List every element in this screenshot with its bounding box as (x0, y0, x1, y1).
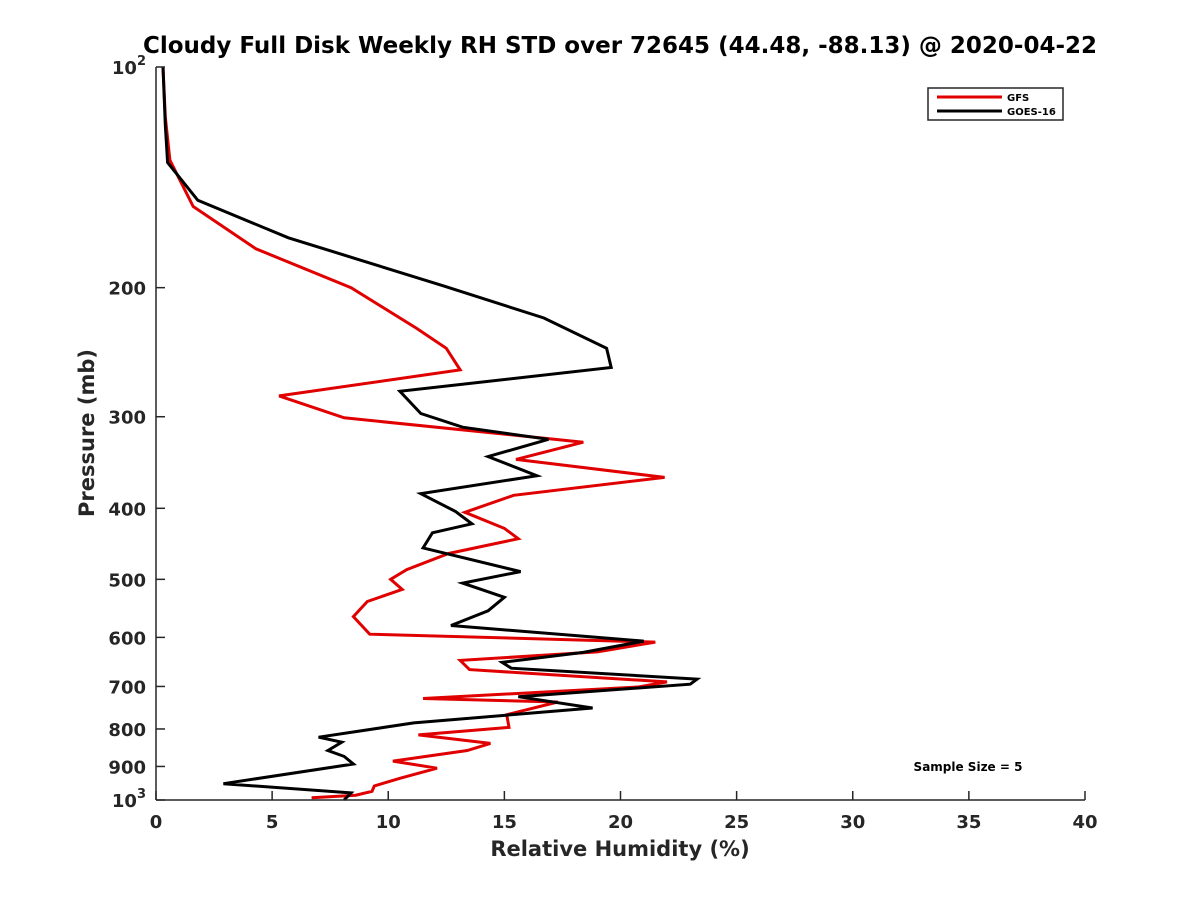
x-tick-label: 40 (1072, 812, 1097, 833)
sample-size-annotation: Sample Size = 5 (914, 760, 1023, 774)
series-layer (161, 66, 702, 802)
y-tick-exponent: 3 (137, 787, 146, 802)
x-tick-label: 20 (608, 812, 633, 833)
x-axis-label: Relative Humidity (%) (490, 837, 749, 861)
y-tick-exponent: 2 (137, 54, 146, 69)
y-tick-label: 103 (112, 787, 146, 812)
y-tick-base: 600 (108, 628, 146, 649)
y-tick-label: 900 (108, 757, 146, 778)
y-tick-base: 200 (108, 279, 146, 300)
y-tick-label: 300 (108, 408, 146, 429)
y-tick-base: 400 (108, 499, 146, 520)
y-axis-label: Pressure (mb) (75, 349, 99, 517)
x-tick-label: 25 (724, 812, 749, 833)
y-tick-label: 102 (112, 54, 146, 79)
x-tick-label: 30 (840, 812, 865, 833)
legend-label: GOES-16 (1007, 107, 1056, 118)
x-tick-label: 10 (376, 812, 401, 833)
y-tick-label: 200 (108, 279, 146, 300)
x-axis-ticks: 0 5 10 15 20 25 30 35 40 (150, 791, 1098, 833)
chart-title: Cloudy Full Disk Weekly RH STD over 7264… (143, 33, 1097, 59)
x-tick-label: 15 (492, 812, 517, 833)
y-tick-base: 800 (108, 720, 146, 741)
series-line-gfs (161, 66, 668, 800)
y-tick-label: 800 (108, 720, 146, 741)
x-tick-label: 5 (266, 812, 279, 833)
y-tick-label: 700 (108, 677, 146, 698)
y-tick-base: 700 (108, 677, 146, 698)
y-tick-base: 300 (108, 408, 146, 429)
legend: GFS GOES-16 (927, 87, 1064, 121)
x-tick-label: 35 (956, 812, 981, 833)
y-tick-base: 500 (108, 570, 146, 591)
series-line-goes-16 (161, 66, 702, 802)
y-tick-base: 10 (112, 58, 137, 79)
x-tick-label: 0 (150, 812, 163, 833)
legend-box (927, 87, 1064, 121)
y-tick-label: 500 (108, 570, 146, 591)
legend-label: GFS (1007, 93, 1029, 104)
y-tick-base: 900 (108, 757, 146, 778)
y-tick-label: 600 (108, 628, 146, 649)
y-tick-base: 10 (112, 791, 137, 812)
y-tick-label: 400 (108, 499, 146, 520)
